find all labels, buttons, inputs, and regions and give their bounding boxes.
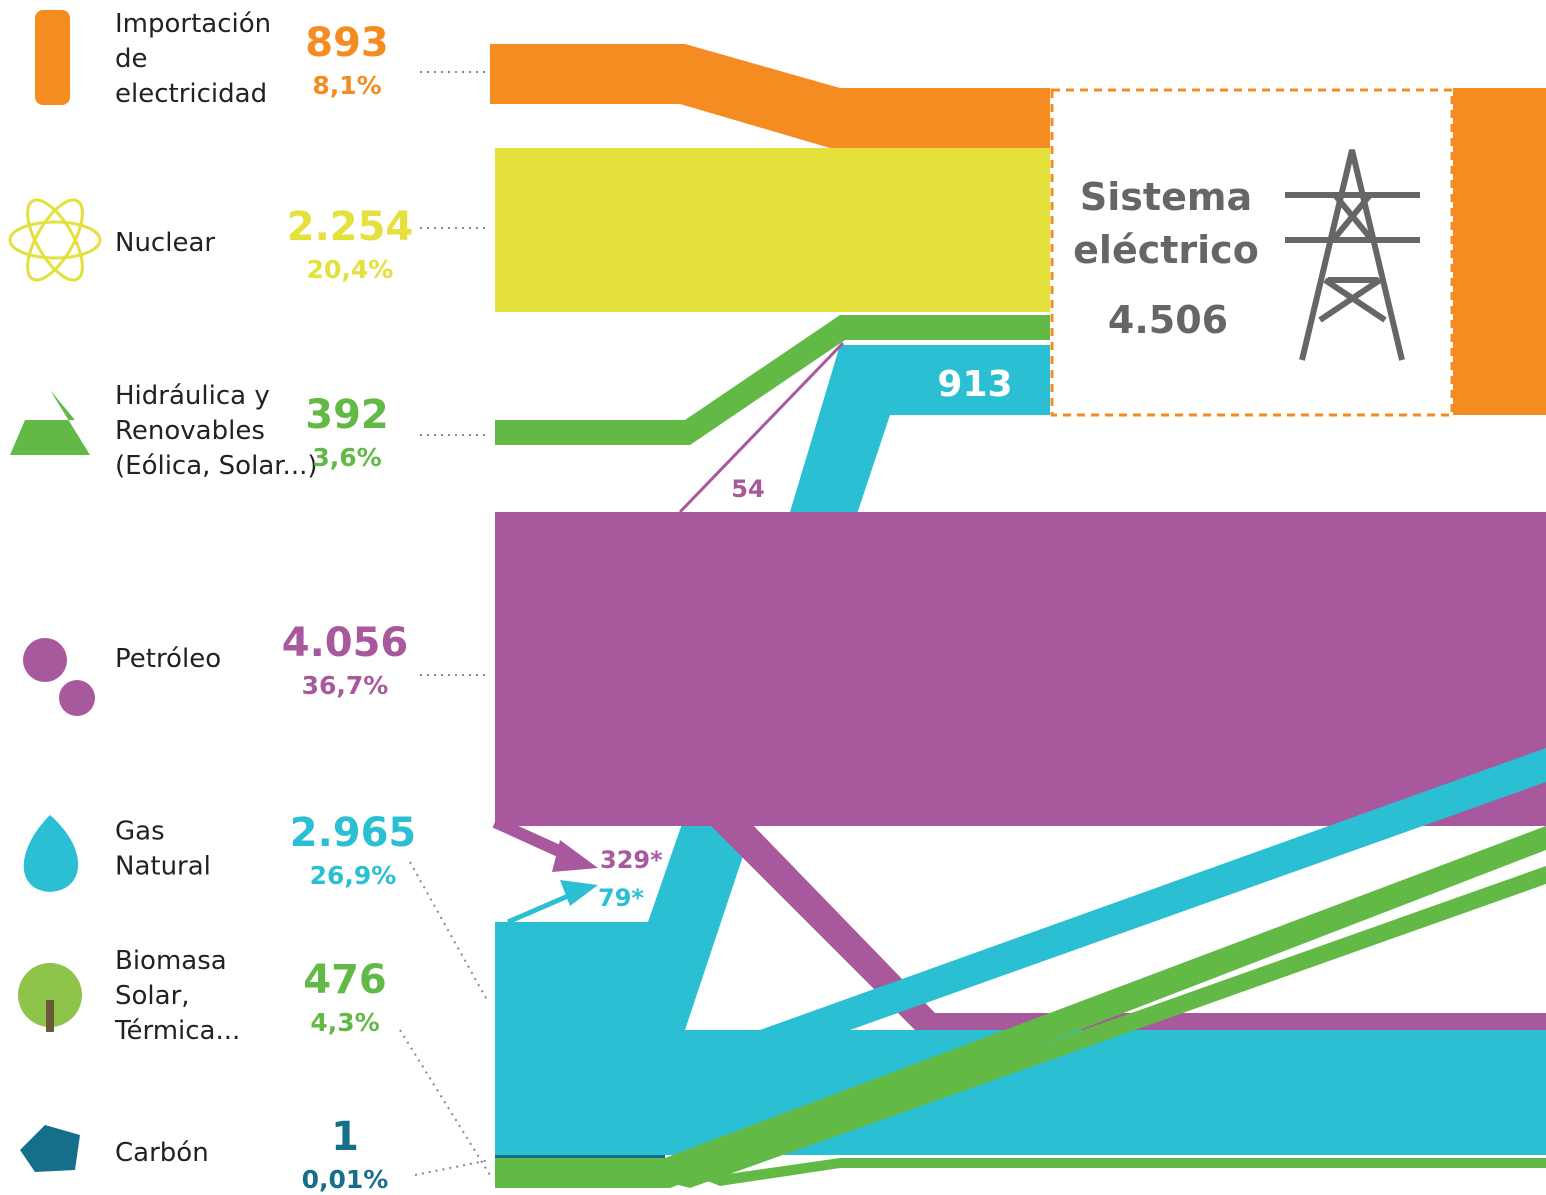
oil-thin-flow [678,341,845,514]
system-title: eléctrico [1073,228,1259,272]
source-name: Petróleo [115,644,221,674]
biomass-flow [700,1158,1546,1186]
system-output [1453,88,1546,415]
source-value: 476 [303,957,387,1003]
source-name: Natural [115,852,211,882]
source-name: Importación [115,9,271,39]
coal-icon [20,1125,80,1172]
source-value: 392 [305,392,389,438]
tower-icon [1285,149,1420,361]
source-share: 20,4% [307,255,394,284]
biomass-flow [660,866,1546,1188]
drop-icon [23,638,67,682]
flows [490,44,1546,1188]
recycle-icon [10,390,90,455]
source-share: 26,9% [310,861,397,890]
system-value: 4.506 [1108,298,1228,342]
atom-icon [26,198,84,282]
source-share: 4,3% [310,1008,379,1037]
drop-icon [59,680,95,716]
gas-flow [495,345,1546,1155]
gas-arrow [507,890,576,925]
flow-label: 913 [937,364,1012,405]
source-value: 4.056 [282,620,409,666]
source-name: Renovables [115,416,265,446]
oil-arrow-head [552,840,598,872]
source-name: Térmica... [114,1016,240,1046]
source-name: Solar, [115,981,190,1011]
dots [399,71,491,1176]
system-title: Sistema [1080,175,1252,219]
oil-flow [495,512,1546,826]
source-value: 893 [305,20,389,66]
source-share: 3,6% [312,443,381,472]
source-name: Nuclear [115,228,215,258]
coal-flow [495,1155,665,1158]
labels: Importación de electricidad 893 8,1% Nuclear 2… [114,9,416,1194]
source-name: Gas [115,817,165,847]
source-share: 8,1% [312,71,381,100]
source-name: Carbón [115,1138,209,1168]
gas-flow [760,748,1546,1030]
tree-icon [46,1000,54,1032]
source-name: (Eólica, Solar...) [115,451,318,481]
import-flow [490,44,1050,148]
source-share: 36,7% [302,671,389,700]
bulb-icon [35,10,70,105]
tree-icon [18,963,82,1027]
source-name: Biomasa [115,946,227,976]
atom-icon [26,198,84,282]
source-name: electricidad [115,79,267,109]
source-share: 0,01% [302,1165,389,1194]
source-value: 2.965 [290,810,417,856]
system-box [1050,88,1454,417]
gas-arrow-head [560,880,598,906]
nuclear-flow [495,148,1050,312]
source-value: 1 [331,1114,359,1160]
icons [8,10,102,1172]
source-name: de [115,44,148,74]
source-value: 2.254 [287,204,414,250]
flame-icon [23,815,79,892]
source-name: Hidráulica y [115,381,270,411]
flow-label: 329* [600,846,663,874]
flow-label: 54 [731,475,764,503]
hydro-flow [495,315,1050,445]
flow-label: 79* [598,884,644,912]
atom-icon [8,220,102,260]
